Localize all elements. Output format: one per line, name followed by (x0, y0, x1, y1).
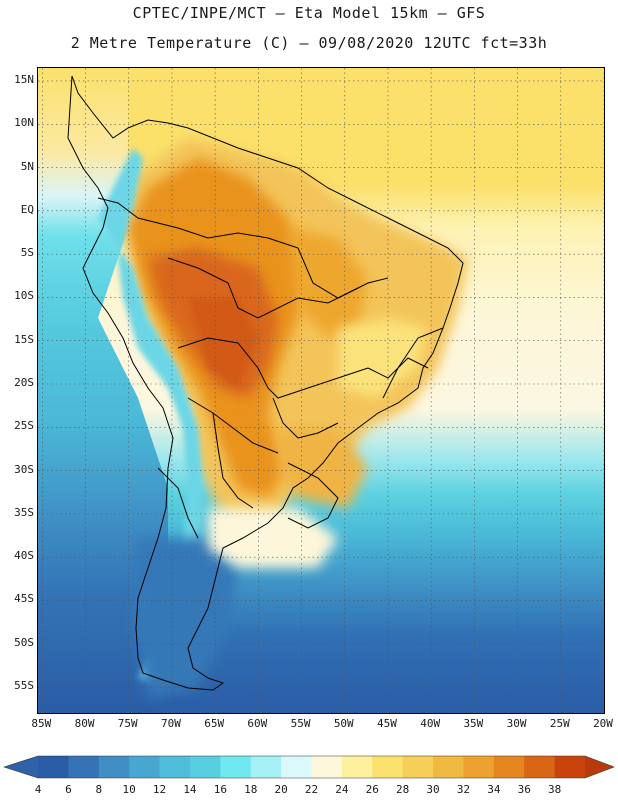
colorbar-swatch (189, 756, 221, 778)
lon-tick-label: 55W (290, 717, 311, 730)
colorbar-swatch (341, 756, 373, 778)
colorbar-tick-label: 22 (304, 783, 319, 796)
lat-tick-label: 35S (14, 505, 34, 519)
colorbar-tick-label: 8 (95, 783, 103, 796)
lat-tick-label: 40S (14, 549, 34, 563)
colorbar-swatch (493, 756, 525, 778)
colorbar-swatch (38, 756, 69, 778)
colorbar-tick-label: 34 (487, 783, 501, 796)
coastline (67, 75, 464, 691)
colorbar-tick-label: 16 (213, 783, 227, 796)
lat-tick-label: 5S (20, 246, 34, 260)
colorbar (3, 755, 615, 779)
temperature-map (37, 67, 605, 714)
colorbar-tick-label: 28 (396, 783, 410, 796)
colorbar-tick-label: 36 (517, 783, 531, 796)
chart-title-line1: CPTEC/INPE/MCT – Eta Model 15km – GFS (132, 4, 486, 22)
colorbar-min-arrow (4, 756, 38, 778)
lat-tick-label: 30S (14, 462, 34, 476)
colorbar-swatch (433, 756, 464, 778)
colorbar-tick-label: 4 (34, 783, 42, 796)
lon-tick-label: 50W (333, 717, 354, 730)
colorbar-swatch (220, 756, 252, 778)
lat-tick-label: 15S (14, 332, 34, 346)
lon-tick-label: 65W (204, 717, 225, 730)
lon-tick-label: 75W (117, 717, 138, 730)
land-field (98, 138, 468, 698)
colorbar-swatch (463, 756, 495, 778)
lat-tick-label: 15N (14, 72, 34, 86)
lat-tick-label: 55S (14, 679, 34, 693)
colorbar-swatch (68, 756, 100, 778)
lat-tick-label: 10S (14, 289, 34, 303)
lon-tick-label: 40W (420, 717, 441, 730)
colorbar-swatch (98, 756, 130, 778)
colorbar-swatch (524, 756, 556, 778)
colorbar-swatch (311, 756, 343, 778)
lon-tick-label: 60W (247, 717, 268, 730)
colorbar-tick-label: 26 (365, 783, 379, 796)
colorbar-tick-label: 30 (426, 783, 440, 796)
lon-tick-label: 80W (74, 717, 95, 730)
colorbar-tick-label: 38 (547, 783, 562, 796)
lat-tick-label: 45S (14, 592, 34, 606)
colorbar-swatch (129, 756, 161, 778)
lon-tick-label: 45W (377, 717, 397, 730)
map-canvas (38, 68, 604, 713)
colorbar-swatch (372, 756, 404, 778)
colorbar-swatch (281, 756, 312, 778)
lat-tick-label: 5N (20, 159, 34, 173)
lon-tick-label: 35W (463, 717, 484, 730)
colorbar-tick-label: 10 (122, 783, 136, 796)
lat-tick-label: EQ (20, 202, 34, 216)
colorbar-tick-label: 14 (183, 783, 197, 796)
colorbar-swatch (159, 756, 191, 778)
lat-tick-label: 25S (14, 419, 34, 433)
colorbar-tick-label: 20 (274, 783, 288, 796)
lat-tick-label: 20S (14, 376, 34, 389)
colorbar-tick-label: 32 (456, 783, 471, 796)
colorbar-tick-label: 18 (244, 783, 258, 796)
colorbar-swatch (402, 756, 434, 778)
colorbar-max-arrow (585, 756, 614, 778)
chart-title-line2: 2 Metre Temperature (C) – 09/08/2020 12U… (70, 34, 548, 52)
lat-tick-label: 50S (14, 635, 34, 649)
colorbar-tick-label: 12 (152, 783, 167, 796)
lon-tick-label: 25W (549, 717, 570, 730)
pacific-field (38, 68, 168, 713)
colorbar-tick-label: 6 (65, 783, 72, 796)
lon-tick-label: 85W (31, 717, 52, 730)
lon-tick-label: 30W (506, 717, 527, 730)
lon-tick-label: 70W (161, 717, 181, 730)
colorbar-outline (3, 755, 615, 779)
colorbar-swatch (250, 756, 282, 778)
lat-tick-label: 10N (14, 116, 34, 130)
colorbar-tick-label: 24 (335, 783, 349, 796)
colorbar-swatch (554, 756, 586, 778)
lon-tick-label: 20W (593, 717, 613, 730)
